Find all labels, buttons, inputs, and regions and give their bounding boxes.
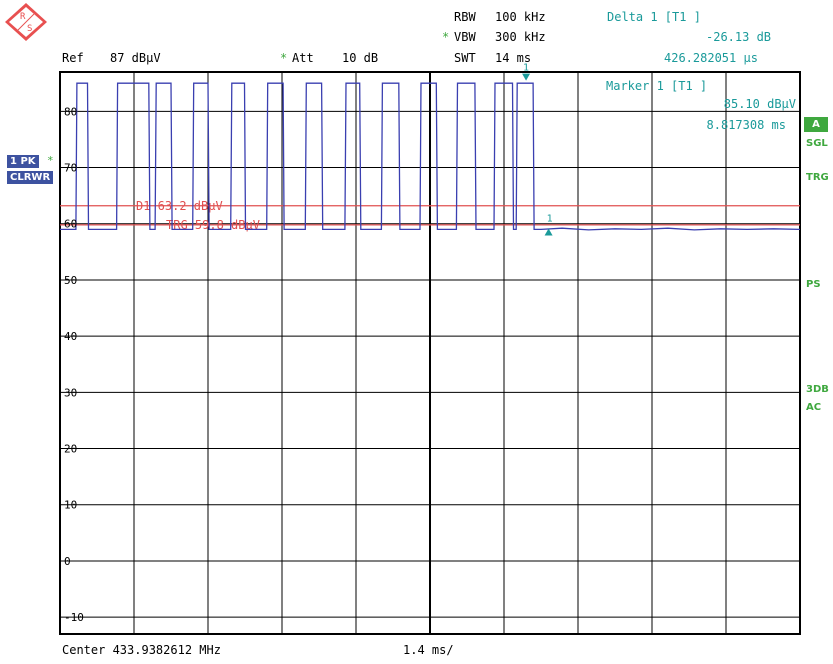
trace-line xyxy=(60,82,801,231)
center-frequency: Center 433.9382612 MHz xyxy=(62,643,221,657)
y-tick-label: 0 xyxy=(64,555,71,568)
y-tick-label: 70 xyxy=(64,162,77,175)
y-tick-label: 80 xyxy=(64,105,77,118)
marker-1-label: 1 xyxy=(523,63,529,74)
y-tick-label: 30 xyxy=(64,386,77,399)
ac-label: AC xyxy=(806,402,822,413)
delta-1-label: 1 xyxy=(547,214,553,225)
att-star: * xyxy=(280,51,288,65)
svg-text:S: S xyxy=(27,24,32,34)
limit-line-label: TRG 59.8 dBµV xyxy=(166,218,260,232)
vbw-value: 300 kHz xyxy=(495,30,546,44)
y-tick-label: 10 xyxy=(64,499,77,512)
trg-label: TRG xyxy=(806,172,829,183)
span-per-div: 1.4 ms/ xyxy=(403,643,454,657)
marker-1-level: 85.10 dBµV xyxy=(724,97,796,111)
marker-1-triangle xyxy=(522,73,531,81)
delta-marker-time: 426.282051 µs xyxy=(664,51,758,65)
ps-label: PS xyxy=(806,279,821,290)
swt-value: 14 ms xyxy=(495,51,532,65)
ref-value: 87 dBµV xyxy=(110,51,161,65)
rohde-schwarz-logo: R S xyxy=(5,3,47,41)
y-tick-label: -10 xyxy=(64,611,84,624)
trace-badge: 1 PK xyxy=(7,155,39,168)
att-value: 10 dB xyxy=(342,51,379,65)
3db-label: 3DB xyxy=(806,384,829,395)
swt-label: SWT xyxy=(454,51,476,65)
ref-label: Ref xyxy=(62,51,84,65)
delta-1-triangle xyxy=(544,228,553,236)
a-badge: A xyxy=(804,117,828,132)
rbw-label: RBW xyxy=(454,10,476,24)
y-tick-label: 50 xyxy=(64,274,77,287)
marker-1-title: Marker 1 [T1 ] xyxy=(606,79,707,93)
y-tick-label: 40 xyxy=(64,330,77,343)
vbw-label: VBW xyxy=(454,30,476,44)
y-tick-label: 60 xyxy=(64,218,77,231)
rbw-value: 100 kHz xyxy=(495,10,546,24)
vbw-star: * xyxy=(442,30,450,44)
limit-line-label: D1 63.2 dBµV xyxy=(136,199,223,213)
sgl-label: SGL xyxy=(806,138,828,149)
y-tick-label: 20 xyxy=(64,443,77,456)
att-label: Att xyxy=(292,51,314,65)
trace-star: * xyxy=(47,154,54,167)
delta-marker-title: Delta 1 [T1 ] xyxy=(607,10,701,24)
clrwr-badge: CLRWR xyxy=(7,171,54,184)
delta-marker-level: -26.13 dB xyxy=(706,30,772,44)
marker-1-time: 8.817308 ms xyxy=(707,118,786,132)
svg-text:R: R xyxy=(20,12,26,22)
